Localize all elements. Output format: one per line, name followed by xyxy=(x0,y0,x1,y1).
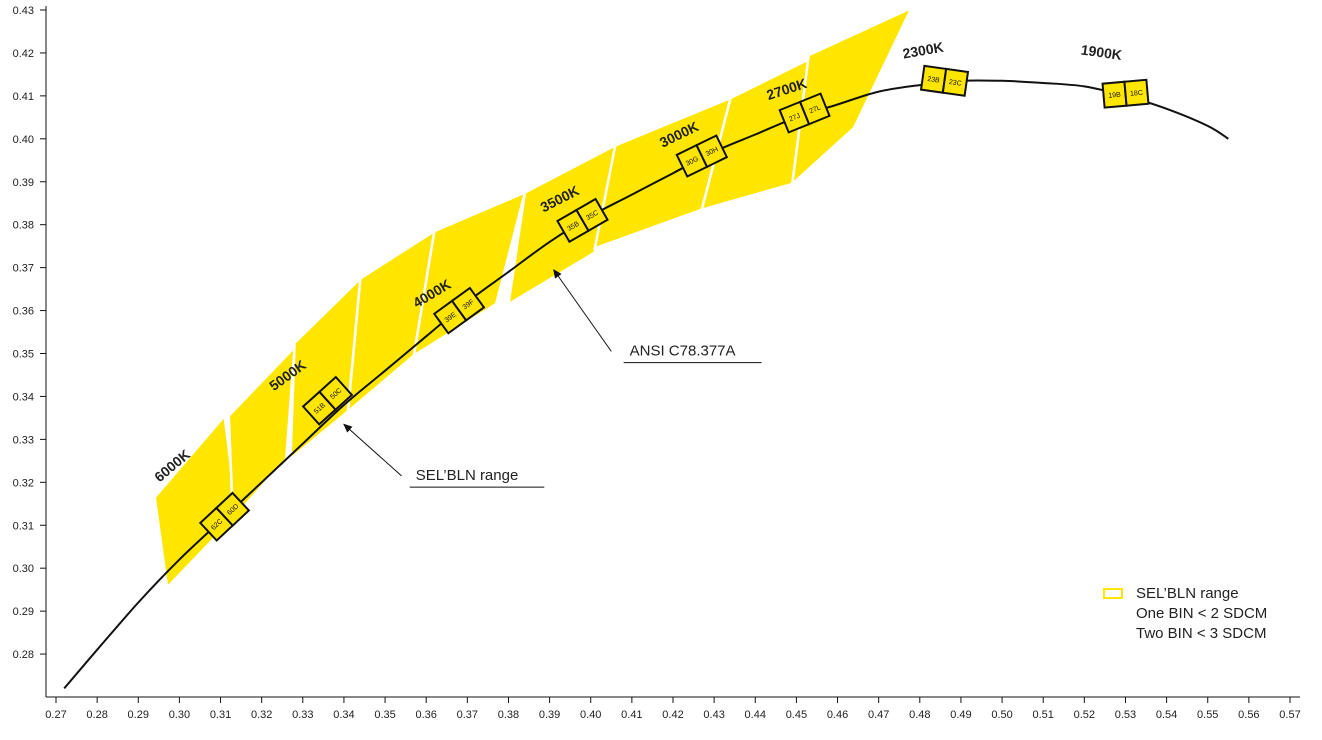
bin-box-23c xyxy=(941,67,970,97)
x-tick-label: 0.51 xyxy=(1032,709,1053,721)
range-areas xyxy=(153,5,915,591)
x-tick-label: 0.38 xyxy=(498,709,519,721)
bin-label-30h: 30H xyxy=(705,146,720,158)
x-tick-label: 0.42 xyxy=(662,709,683,721)
x-tick-label: 0.55 xyxy=(1197,709,1218,721)
bin-box-18c xyxy=(1123,78,1150,107)
bin-pair-1900k: 19B 18C xyxy=(1101,78,1150,109)
y-tick-label: 0.28 xyxy=(13,649,34,661)
annotation-arrow-0 xyxy=(553,268,612,352)
x-tick-label: 0.45 xyxy=(786,709,807,721)
bin-box-27l xyxy=(798,92,831,126)
bin-box-39f xyxy=(450,286,486,322)
y-tick-label: 0.35 xyxy=(13,349,34,361)
x-tick-label: 0.30 xyxy=(169,709,190,721)
x-tick-label: 0.53 xyxy=(1115,709,1136,721)
x-tick-label: 0.34 xyxy=(333,709,354,721)
annotation-label-0: ANSI C78.377A xyxy=(630,343,736,360)
annotation-label-1: SEL’BLN range xyxy=(416,467,519,484)
x-tick-label: 0.46 xyxy=(827,709,848,721)
x-tick-label: 0.37 xyxy=(457,709,478,721)
cct-label-2300k: 2300K xyxy=(901,39,944,62)
x-tick-label: 0.27 xyxy=(45,709,66,721)
y-tick-label: 0.30 xyxy=(13,563,34,575)
y-tick-label: 0.36 xyxy=(13,306,34,318)
x-tick-label: 0.52 xyxy=(1074,709,1095,721)
y-tick-label: 0.42 xyxy=(13,48,34,60)
x-tick-label: 0.39 xyxy=(539,709,560,721)
y-tick-label: 0.32 xyxy=(13,477,34,489)
x-tick-label: 0.48 xyxy=(909,709,930,721)
x-tick-label: 0.44 xyxy=(745,709,766,721)
bin-label-27j: 27J xyxy=(788,113,801,124)
x-tick-label: 0.57 xyxy=(1279,709,1300,721)
y-tick-label: 0.41 xyxy=(13,91,34,103)
x-tick-label: 0.29 xyxy=(128,709,149,721)
bin-box-50c xyxy=(318,375,354,412)
x-tick-label: 0.54 xyxy=(1156,709,1177,721)
legend-line-3: Two BIN < 3 SDCM xyxy=(1136,625,1267,642)
y-tick-label: 0.38 xyxy=(13,220,34,232)
legend-line-2: One BIN < 2 SDCM xyxy=(1136,605,1268,622)
bin-label-27l: 27L xyxy=(808,104,822,115)
cct-label-1900k: 1900K xyxy=(1080,41,1123,63)
annotation-arrow-1 xyxy=(343,423,402,477)
bin-label-23b: 23B xyxy=(927,76,941,85)
bin-box-60d xyxy=(215,491,251,527)
y-tick-label: 0.39 xyxy=(13,177,34,189)
y-tick-label: 0.40 xyxy=(13,134,34,146)
bin-label-18c: 18C xyxy=(1130,90,1143,98)
range-area-2700k-8 xyxy=(790,5,915,188)
x-tick-label: 0.28 xyxy=(86,709,107,721)
bin-label-19b: 19B xyxy=(1108,92,1121,100)
x-tick-label: 0.31 xyxy=(210,709,231,721)
bin-box-30h xyxy=(695,134,729,169)
x-tick-label: 0.56 xyxy=(1238,709,1259,721)
y-tick-label: 0.31 xyxy=(13,520,34,532)
x-tick-label: 0.35 xyxy=(374,709,395,721)
axes: 0.27 0.28 0.29 0.30 0.31 0.32 0.33 0.34 0.35 0.36… xyxy=(13,5,1301,721)
y-tick-label: 0.37 xyxy=(13,263,34,275)
x-tick-label: 0.36 xyxy=(415,709,436,721)
x-tick-label: 0.33 xyxy=(292,709,313,721)
x-tick-label: 0.40 xyxy=(580,709,601,721)
bin-box-35c xyxy=(575,197,609,233)
y-tick-label: 0.29 xyxy=(13,606,34,618)
x-tick-label: 0.41 xyxy=(621,709,642,721)
x-tick-label: 0.49 xyxy=(950,709,971,721)
planckian-locus-line xyxy=(63,79,1229,690)
legend-swatch xyxy=(1103,588,1123,599)
planckian-curve xyxy=(63,79,1229,690)
x-tick-label: 0.47 xyxy=(868,709,889,721)
x-tick-label: 0.43 xyxy=(703,709,724,721)
x-tick-label: 0.32 xyxy=(251,709,272,721)
range-area-4000k-4 xyxy=(412,190,527,359)
bin-pair-2300k: 23B 23C xyxy=(919,64,970,97)
bin-pair-2700k: 27J 27L xyxy=(778,92,831,134)
bin-label-23c: 23C xyxy=(948,79,962,88)
x-tick-label: 0.50 xyxy=(991,709,1012,721)
y-tick-label: 0.33 xyxy=(13,434,34,446)
y-tick-label: 0.34 xyxy=(13,391,34,403)
y-tick-label: 0.43 xyxy=(13,5,34,17)
legend: SEL’BLN range One BIN < 2 SDCM Two BIN <… xyxy=(1103,584,1318,644)
legend-line-1: SEL’BLN range xyxy=(1136,585,1239,602)
annotations: ANSI C78.377A SEL’BLN range xyxy=(343,268,762,488)
